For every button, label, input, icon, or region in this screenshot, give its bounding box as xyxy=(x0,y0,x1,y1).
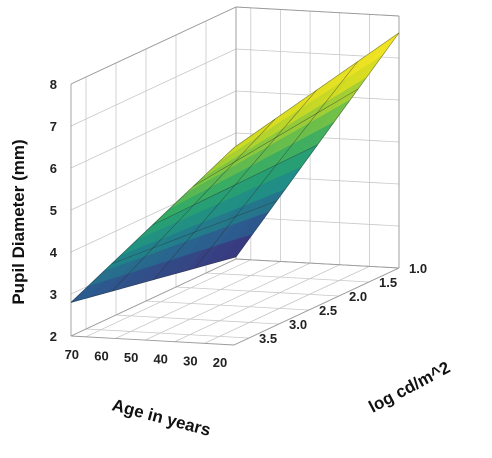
left-wall-gridline xyxy=(70,48,237,127)
surface-facet xyxy=(365,32,400,67)
tick-layer: 2 3 4 5 6 7 8 20 30 40 50 60 70 1.0 1.5 2.0 2.5 3.0 3.5 xyxy=(50,77,427,370)
x-tick-label: 70 xyxy=(65,347,79,362)
y-tick-label: 2.5 xyxy=(319,303,337,318)
floor-gridline xyxy=(85,328,250,339)
box-edge xyxy=(70,258,237,337)
z-tick-label: 6 xyxy=(50,161,57,176)
floor-gridline xyxy=(115,314,280,325)
box-edge xyxy=(233,267,400,346)
x-tick-label: 20 xyxy=(213,355,227,370)
x-tick-label: 60 xyxy=(94,349,108,364)
floor-gridline xyxy=(115,261,281,339)
z-tick-label: 8 xyxy=(50,77,57,92)
surface-mesh-line xyxy=(153,90,317,280)
surface-layer xyxy=(70,32,400,303)
floor-gridline xyxy=(174,264,340,343)
floor-gridline xyxy=(145,300,310,311)
z-tick-label: 3 xyxy=(50,287,57,302)
surface-mesh-line xyxy=(112,118,276,292)
z-axis-label: Pupil Diameter (mm) xyxy=(9,139,28,304)
x-tick-label: 40 xyxy=(153,352,167,367)
floor-gridline xyxy=(144,262,311,341)
x-tick-label: 50 xyxy=(124,350,138,365)
z-tick-label: 2 xyxy=(50,329,57,344)
surface-mesh-line xyxy=(70,147,235,303)
x-tick-label: 30 xyxy=(183,353,197,368)
box-edge xyxy=(235,258,400,269)
z-tick-label: 5 xyxy=(50,203,57,218)
floor-gridline xyxy=(85,259,251,338)
y-tick-label: 3.0 xyxy=(289,317,307,332)
z-tick-label: 7 xyxy=(50,119,57,134)
floor-gridline xyxy=(175,286,340,297)
floor-gridline xyxy=(204,266,370,344)
y-tick-label: 1.0 xyxy=(409,261,427,276)
surface-mesh-line xyxy=(70,256,237,303)
x-axis-label: Age in years xyxy=(110,395,213,440)
floor-gridline xyxy=(205,272,370,283)
left-wall-gridline xyxy=(70,90,237,169)
box-edge xyxy=(70,6,237,85)
box-edge xyxy=(235,6,400,17)
grid-layer xyxy=(70,6,400,346)
y-tick-label: 3.5 xyxy=(259,331,277,346)
y-tick-label: 2.0 xyxy=(349,289,367,304)
surface-mesh-line xyxy=(111,200,277,264)
z-tick-label: 4 xyxy=(50,245,58,260)
y-axis-label: log cd/m^2 xyxy=(366,358,454,417)
y-tick-label: 1.5 xyxy=(379,275,397,290)
left-wall-gridline xyxy=(70,132,237,211)
box-edge xyxy=(70,335,235,346)
